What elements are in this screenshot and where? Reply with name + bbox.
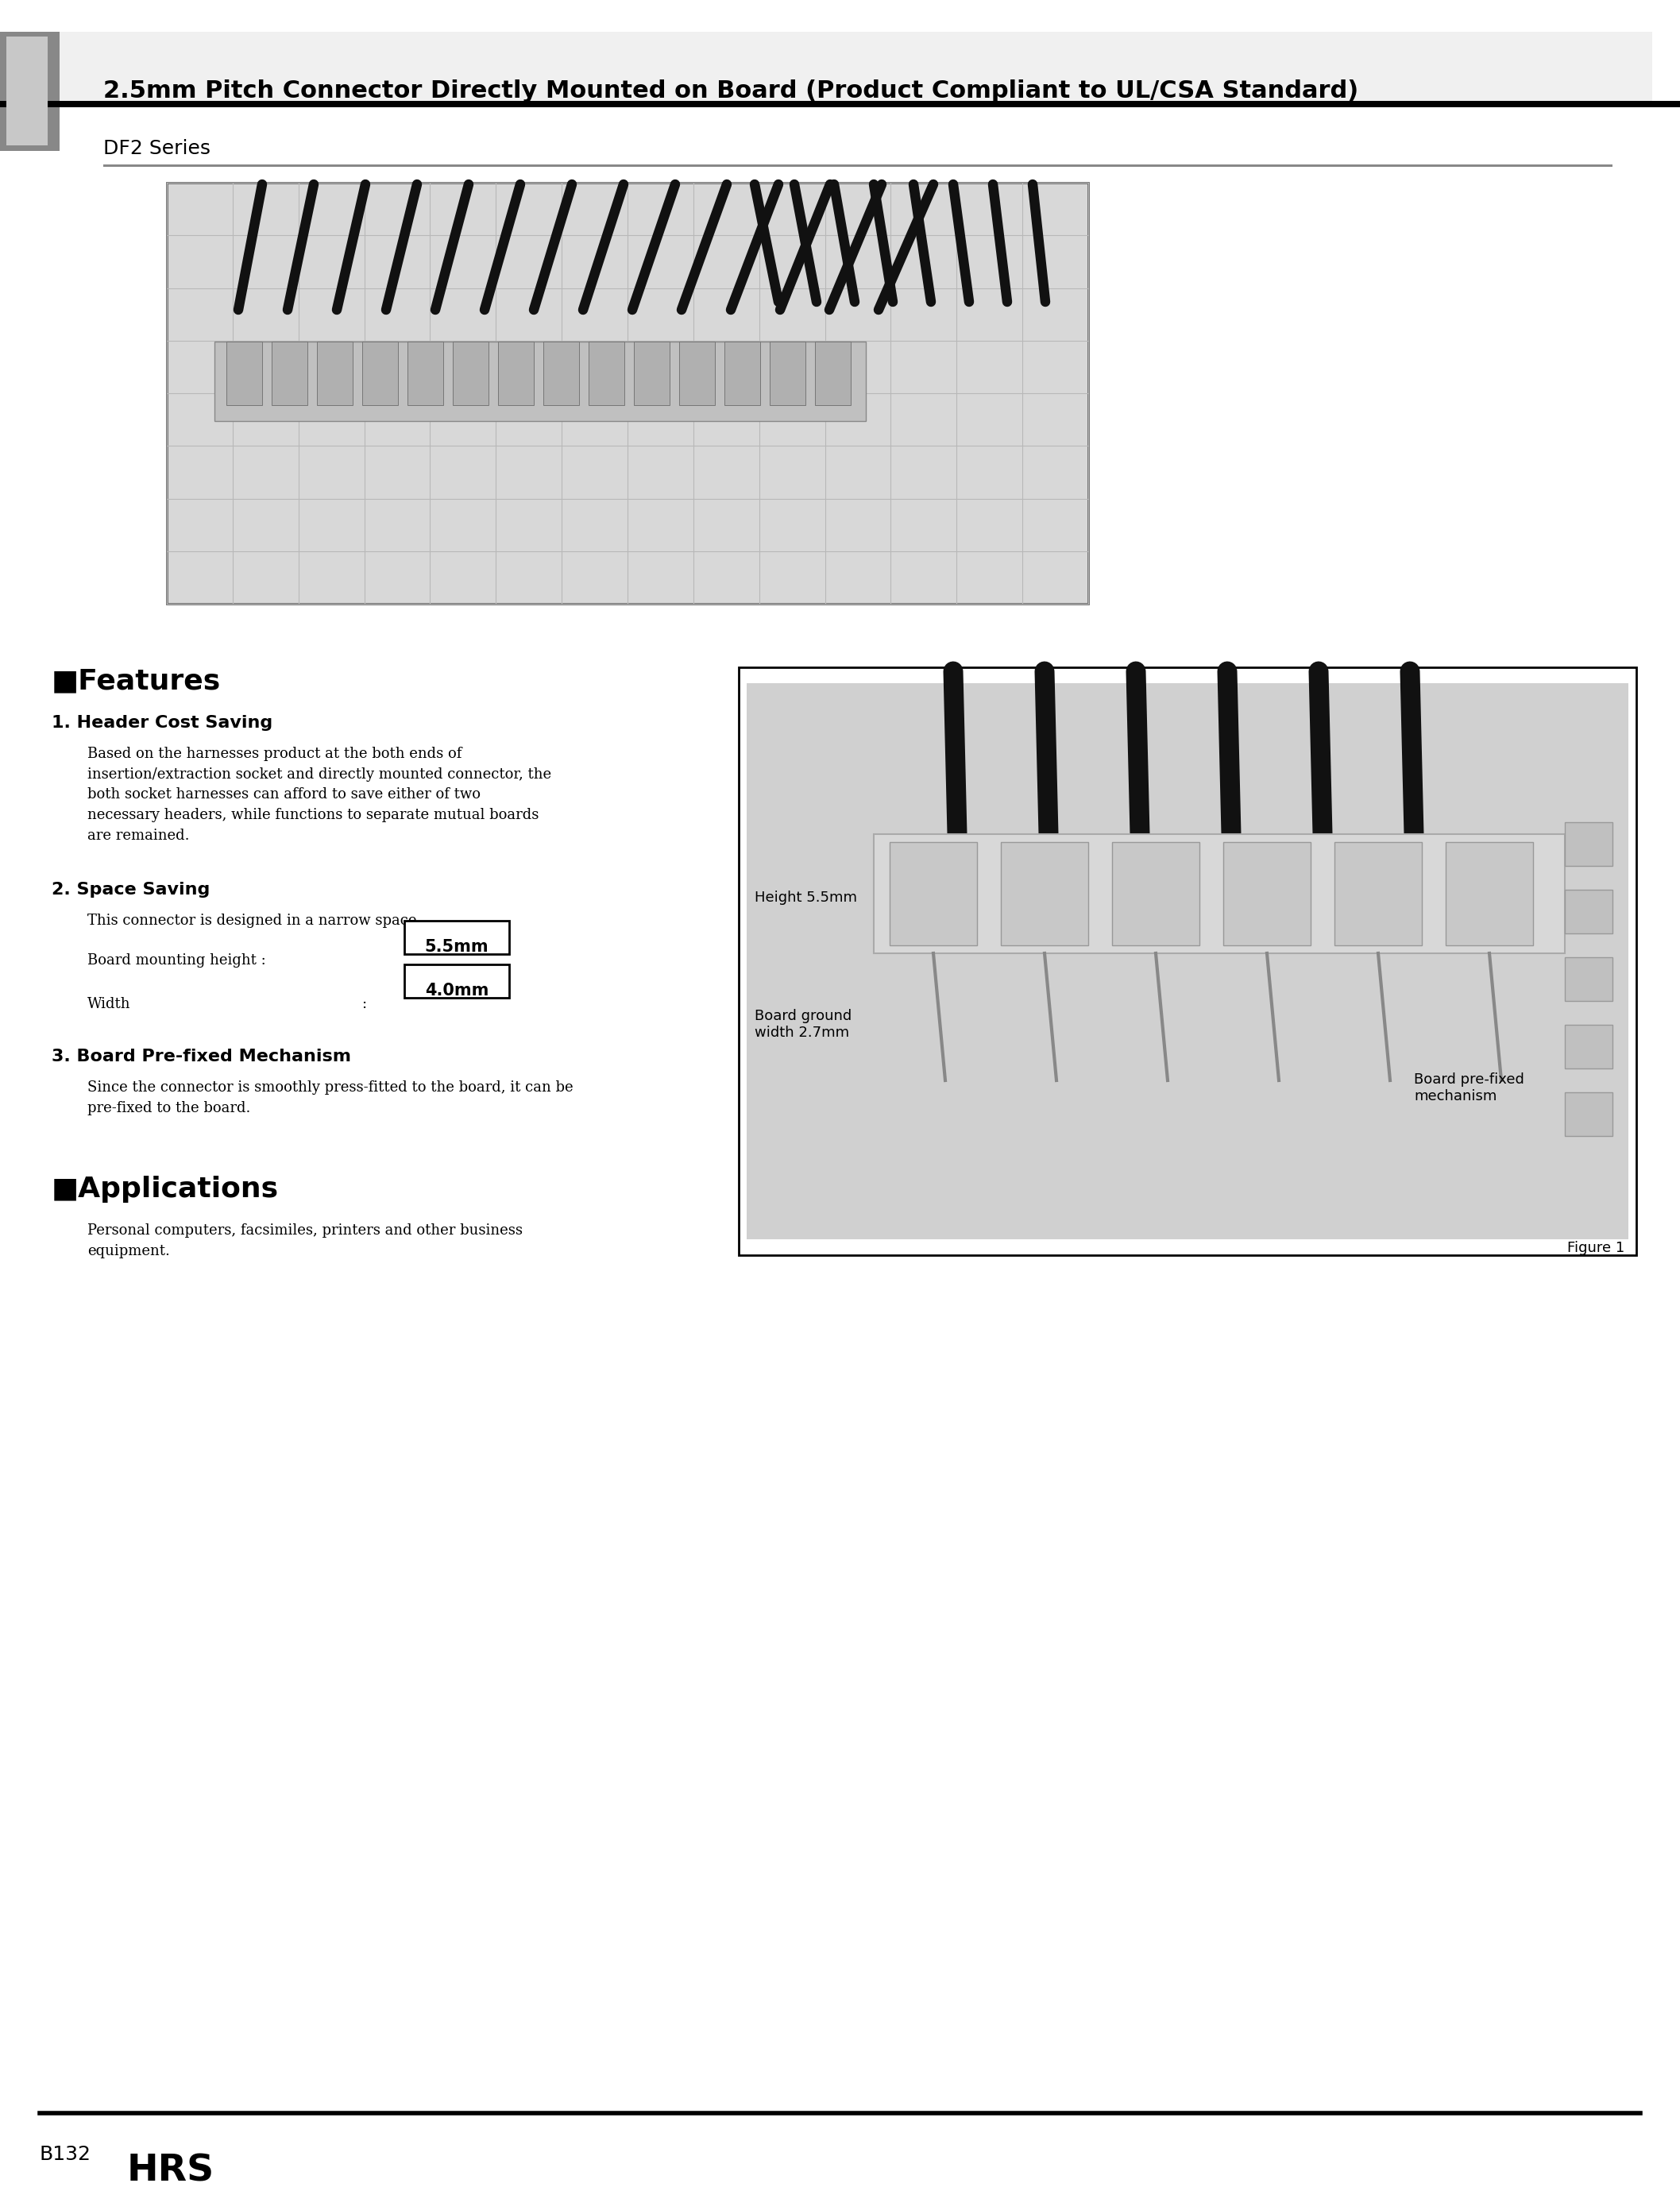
Bar (272, 341, 307, 405)
Bar (215, 341, 865, 422)
Text: Since the connector is smoothly press-fitted to the board, it can be
pre-fixed t: Since the connector is smoothly press-fi… (87, 1080, 573, 1115)
Text: 5.5mm: 5.5mm (425, 938, 489, 956)
Bar (874, 833, 1564, 954)
Bar (1564, 958, 1613, 1002)
Text: B132: B132 (40, 2145, 91, 2163)
Bar (55, 33, 1651, 103)
FancyBboxPatch shape (405, 921, 509, 954)
Bar (497, 341, 534, 405)
Bar (724, 341, 759, 405)
Bar (679, 341, 716, 405)
Bar (543, 341, 580, 405)
Bar (227, 341, 262, 405)
Bar (0, 101, 1680, 107)
Text: HRS: HRS (128, 2152, 215, 2187)
Text: 1. Header Cost Saving: 1. Header Cost Saving (52, 715, 272, 730)
Text: Height 5.5mm: Height 5.5mm (754, 890, 857, 905)
Bar (408, 341, 444, 405)
FancyBboxPatch shape (405, 964, 509, 997)
Text: Board mounting height :: Board mounting height : (87, 954, 270, 967)
Text: 3. Board Pre-fixed Mechanism: 3. Board Pre-fixed Mechanism (52, 1048, 351, 1065)
Bar (1223, 842, 1310, 945)
Bar (454, 341, 489, 405)
Bar (318, 341, 353, 405)
Bar (1564, 1026, 1613, 1069)
Bar (746, 682, 1628, 1240)
Bar (1446, 842, 1534, 945)
Text: :: : (361, 997, 366, 1010)
Bar (588, 341, 625, 405)
Text: Personal computers, facsimiles, printers and other business
equipment.: Personal computers, facsimiles, printers… (87, 1223, 522, 1258)
Text: Based on the harnesses product at the both ends of
insertion/extraction socket a: Based on the harnesses product at the bo… (87, 746, 551, 842)
Text: ■Features: ■Features (52, 667, 222, 693)
Text: ■Applications: ■Applications (52, 1177, 279, 1203)
Bar (769, 341, 805, 405)
Bar (1112, 842, 1200, 945)
Bar (1001, 842, 1089, 945)
Text: This connector is designed in a narrow space.: This connector is designed in a narrow s… (87, 914, 422, 927)
Text: 4.0mm: 4.0mm (425, 982, 489, 999)
Bar (739, 667, 1636, 1255)
Text: 2.5mm Pitch Connector Directly Mounted on Board (Product Compliant to UL/CSA Sta: 2.5mm Pitch Connector Directly Mounted o… (102, 79, 1359, 103)
Bar (363, 341, 398, 405)
Text: Width: Width (87, 997, 131, 1010)
Bar (1564, 1091, 1613, 1135)
Bar (166, 184, 1089, 604)
Text: 2. Space Saving: 2. Space Saving (52, 881, 210, 897)
Bar (7, 37, 47, 144)
Bar (102, 164, 1613, 166)
Bar (1334, 842, 1421, 945)
Text: Figure 1: Figure 1 (1567, 1240, 1625, 1255)
Bar (1564, 890, 1613, 934)
Bar (1564, 822, 1613, 866)
Bar (890, 842, 978, 945)
Bar (0, 33, 59, 151)
Text: Board pre-fixed
mechanism: Board pre-fixed mechanism (1415, 1072, 1524, 1102)
Text: Board ground
width 2.7mm: Board ground width 2.7mm (754, 1008, 852, 1039)
Bar (815, 341, 850, 405)
Bar (633, 341, 670, 405)
Text: DF2 Series: DF2 Series (102, 140, 210, 157)
